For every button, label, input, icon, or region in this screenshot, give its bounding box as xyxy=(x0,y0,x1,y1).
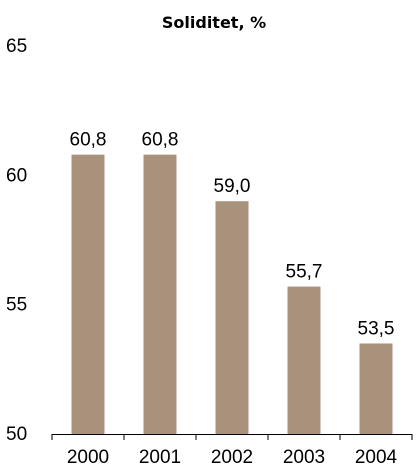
bar xyxy=(287,286,321,434)
x-tick-label: 2000 xyxy=(67,447,109,466)
x-tick-label: 2002 xyxy=(211,447,253,466)
bar xyxy=(359,343,393,434)
y-tick-label: 60 xyxy=(6,165,27,186)
bar xyxy=(143,154,177,434)
x-tick-label: 2001 xyxy=(139,447,181,466)
chart-title: Soliditet, % xyxy=(162,13,266,32)
x-axis: 2000 2001 2002 2003 2004 xyxy=(51,434,413,466)
y-axis-ticks: 50 55 60 65 xyxy=(6,36,27,445)
x-tick-label: 2003 xyxy=(283,447,325,466)
bar xyxy=(215,201,249,434)
bars xyxy=(71,154,393,434)
data-label: 53,5 xyxy=(358,318,395,339)
data-label: 60,8 xyxy=(142,130,179,151)
y-tick-label: 50 xyxy=(6,424,27,445)
data-labels: 60,8 60,8 59,0 55,7 53,5 xyxy=(70,130,395,340)
data-label: 60,8 xyxy=(70,130,107,151)
y-tick-label: 65 xyxy=(6,36,27,57)
data-label: 59,0 xyxy=(214,176,251,197)
x-tick-label: 2004 xyxy=(355,447,398,466)
bar xyxy=(71,154,105,434)
data-label: 55,7 xyxy=(286,262,323,283)
y-tick-label: 55 xyxy=(6,295,27,316)
